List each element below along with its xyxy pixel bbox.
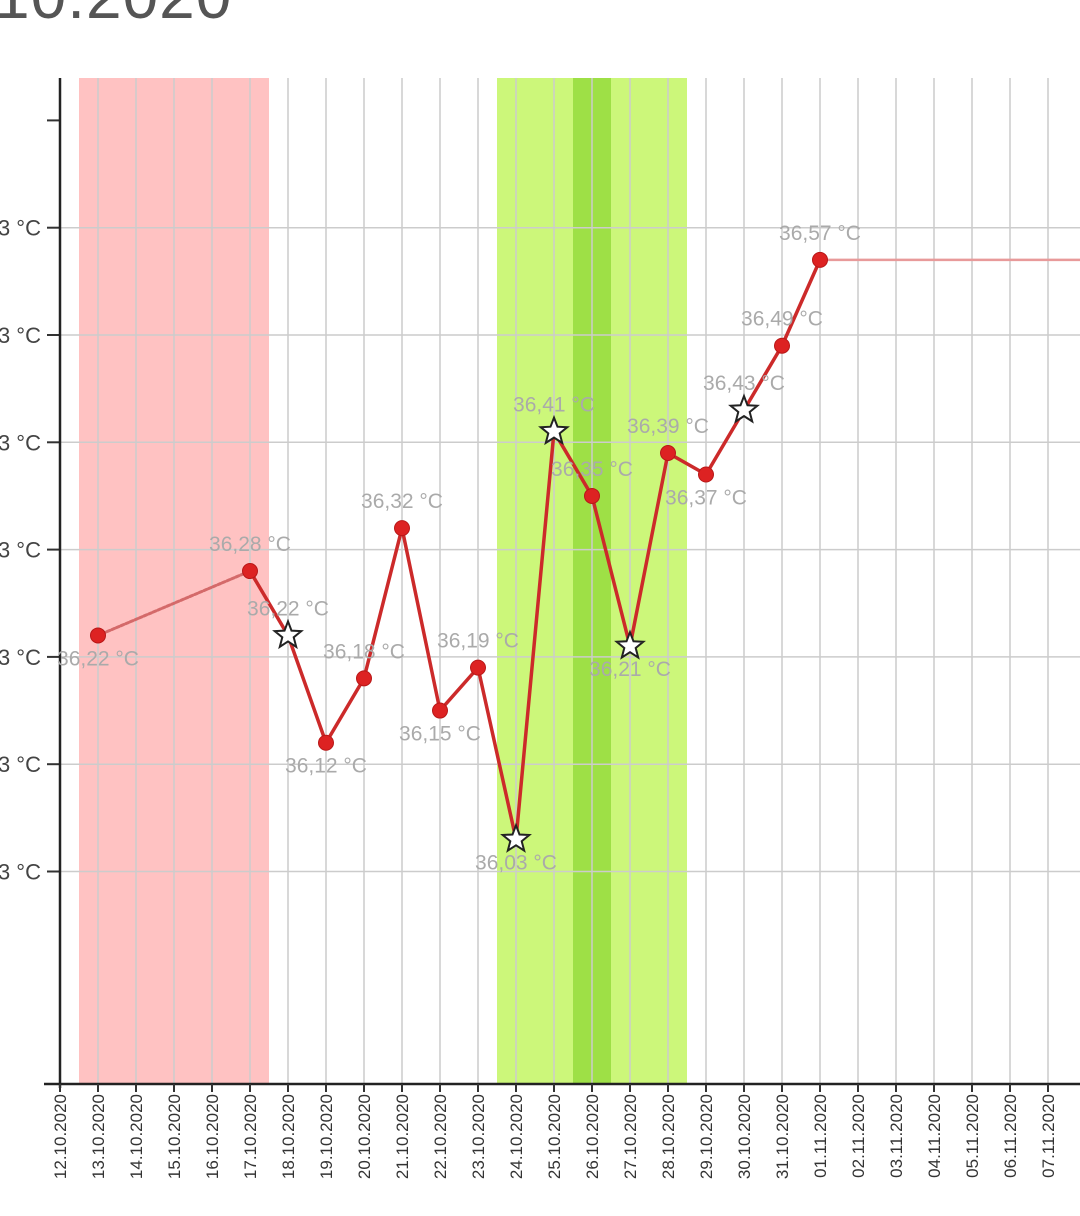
data-point	[242, 563, 258, 580]
y-tick-label: 3 °C	[0, 538, 41, 563]
data-label: 36,18 °C	[323, 640, 405, 663]
series-segment	[514, 429, 556, 842]
data-point	[432, 702, 448, 719]
x-tick-label: 06.11.2020	[1001, 1094, 1020, 1178]
x-tick-label: 19.10.2020	[317, 1094, 336, 1179]
x-tick-label: 02.11.2020	[849, 1094, 868, 1178]
x-tick-label: 28.10.2020	[659, 1094, 678, 1179]
star-marker	[500, 822, 532, 853]
series-segment	[628, 451, 670, 648]
series-segment	[590, 494, 632, 648]
data-point	[90, 627, 106, 644]
chart-data-labels: 36,22 °C 36,28 °C 36,22 °C 36,12 °C 36,18 °C…	[57, 222, 861, 874]
data-point	[660, 445, 676, 462]
data-label: 36,21 °C	[589, 658, 671, 681]
series-segment	[96, 569, 252, 637]
series-segment	[400, 526, 442, 713]
series-segment	[476, 665, 518, 842]
data-point	[584, 487, 600, 504]
data-label: 36,43 °C	[703, 372, 785, 395]
chart-bands	[79, 78, 687, 1084]
y-tick-label: 3 °C	[0, 752, 41, 777]
star-marker	[728, 393, 760, 424]
x-tick-label: 27.10.2020	[621, 1094, 640, 1179]
data-label: 36,41 °C	[513, 394, 595, 417]
x-tick-label: 07.11.2020	[1039, 1094, 1058, 1178]
x-tick-label: 18.10.2020	[279, 1094, 298, 1179]
x-tick-label: 29.10.2020	[697, 1094, 716, 1179]
series-segment	[742, 343, 784, 412]
data-label: 36,39 °C	[627, 415, 709, 438]
star-marker	[614, 629, 646, 660]
data-label: 36,49 °C	[741, 308, 823, 331]
data-label: 36,35 °C	[551, 458, 633, 481]
data-label: 36,19 °C	[437, 630, 519, 653]
data-point	[774, 337, 790, 354]
data-point	[470, 659, 486, 676]
x-tick-label: 24.10.2020	[507, 1094, 526, 1179]
y-tick-label: 3 °C	[0, 216, 41, 241]
x-tick-label: 17.10.2020	[241, 1094, 260, 1179]
series-segment	[324, 676, 366, 745]
data-label: 36,32 °C	[361, 490, 443, 513]
x-tick-label: 03.11.2020	[887, 1094, 906, 1178]
x-tick-label: 16.10.2020	[203, 1094, 222, 1179]
star-marker	[272, 618, 304, 650]
x-tick-label: 23.10.2020	[469, 1094, 488, 1179]
y-tick-label: 3 °C	[0, 860, 41, 885]
x-tick-label: 26.10.2020	[583, 1094, 602, 1179]
x-tick-label: 15.10.2020	[165, 1094, 184, 1179]
x-tick-label: 08.11.2020	[1077, 1094, 1080, 1178]
x-tick-label: 04.11.2020	[925, 1094, 944, 1178]
series-segment	[286, 633, 328, 745]
y-tick-label: 3 °C	[0, 323, 41, 348]
data-point	[812, 251, 828, 268]
series-segment	[780, 258, 822, 348]
data-label: 36,22 °C	[57, 647, 139, 670]
data-point	[356, 670, 372, 687]
chart-grid	[60, 78, 1080, 1084]
x-tick-label: 13.10.2020	[89, 1094, 108, 1179]
data-label: 36,57 °C	[779, 222, 861, 245]
data-label: 36,03 °C	[475, 851, 557, 874]
x-tick-label: 01.11.2020	[811, 1094, 830, 1178]
x-tick-label: 12.10.2020	[51, 1094, 70, 1179]
data-point	[394, 520, 410, 537]
data-label: 36,37 °C	[665, 486, 747, 509]
data-label: 36,12 °C	[285, 755, 367, 778]
data-label: 36,15 °C	[399, 723, 481, 746]
data-point	[698, 466, 714, 483]
x-tick-label: 14.10.2020	[127, 1094, 146, 1179]
chart-markers	[90, 251, 828, 853]
x-tick-label: 30.10.2020	[735, 1094, 754, 1179]
page-title: 10.2020	[0, 0, 232, 28]
data-label: 36,22 °C	[247, 597, 329, 620]
x-tick-label: 20.10.2020	[355, 1094, 374, 1179]
chart-axes: 3 °C 3 °C 3 °C 3 °C 3 °C 3 °C 3 °C 12.10.2020 13…	[0, 78, 1080, 1179]
x-tick-label: 05.11.2020	[963, 1094, 982, 1178]
y-tick-label: 3 °C	[0, 430, 41, 455]
star-marker	[538, 414, 570, 446]
x-tick-label: 22.10.2020	[431, 1094, 450, 1179]
x-tick-label: 25.10.2020	[545, 1094, 564, 1179]
data-label: 36,28 °C	[209, 533, 291, 556]
series-segment	[362, 526, 404, 681]
x-tick-label: 21.10.2020	[393, 1094, 412, 1179]
data-point	[318, 734, 334, 751]
x-tick-label: 31.10.2020	[773, 1094, 792, 1179]
y-tick-label: 3 °C	[0, 645, 41, 670]
series-segment	[248, 569, 290, 638]
series-segment	[438, 665, 480, 713]
